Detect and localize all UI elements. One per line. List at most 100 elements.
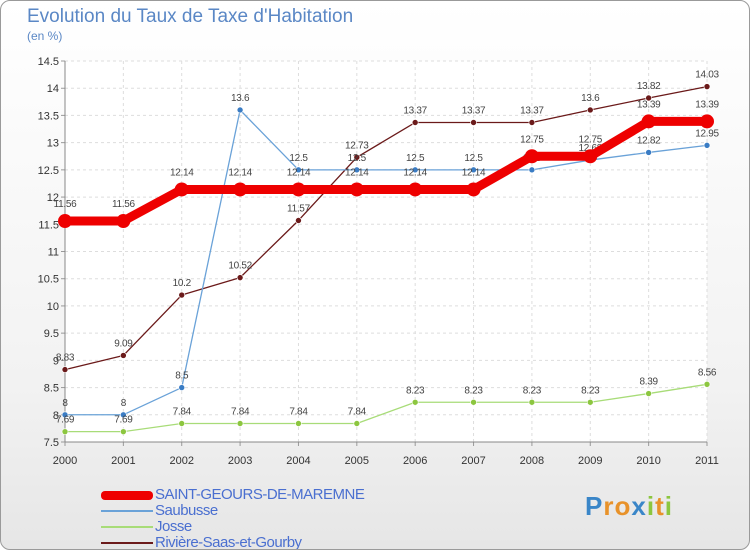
- y-tick-label: 8.5: [44, 383, 59, 395]
- proxiti-logo: Proxiti: [585, 491, 673, 522]
- data-label: 12.73: [345, 140, 369, 151]
- data-point: [178, 384, 186, 391]
- data-point: [353, 166, 361, 174]
- data-label: 12.5: [348, 153, 367, 164]
- data-point: [703, 142, 711, 149]
- y-tick-label: 8: [53, 410, 59, 422]
- data-point: [178, 420, 186, 427]
- data-point: [236, 106, 244, 114]
- series-line: [60, 116, 712, 226]
- data-point: [116, 214, 131, 229]
- legend-swatch: [101, 490, 153, 500]
- data-point: [236, 420, 244, 427]
- data-label: 13.37: [520, 106, 544, 117]
- data-point: [700, 114, 714, 129]
- data-point: [703, 83, 711, 90]
- data-label: 12.68: [579, 143, 603, 154]
- data-label: 12.14: [403, 167, 427, 178]
- data-point: [411, 398, 419, 406]
- data-label: 12.82: [637, 135, 661, 146]
- legend-label: SAINT-GEOURS-DE-MAREMNE: [155, 486, 365, 503]
- data-label: 7.84: [289, 406, 308, 417]
- logo-letter: r: [603, 491, 615, 521]
- data-point: [466, 182, 481, 197]
- data-point: [645, 390, 652, 397]
- y-tick-label: 12.5: [38, 165, 59, 177]
- x-tick-label: 2003: [228, 455, 252, 467]
- data-label: 12.14: [345, 167, 369, 178]
- data-label: 8.39: [640, 377, 659, 388]
- data-point: [645, 149, 652, 156]
- data-label: 7.84: [173, 406, 192, 417]
- data-point: [703, 381, 711, 388]
- data-point: [353, 420, 361, 427]
- data-label: 8.83: [56, 353, 75, 364]
- data-point: [470, 119, 477, 126]
- x-tick-label: 2005: [345, 455, 369, 467]
- data-label: 12.5: [289, 153, 308, 164]
- data-label: 12.5: [406, 153, 425, 164]
- data-point: [178, 291, 186, 299]
- data-point: [408, 182, 423, 197]
- data-point: [411, 166, 419, 174]
- legend-label: Josse: [155, 518, 192, 535]
- data-point: [120, 352, 127, 359]
- series-riviere-saas-et-gourby: 8.83 9.09 10.2 10.52 11.57 12.73 13.37 13.37 13.…: [56, 70, 720, 373]
- y-tick-label: 9: [53, 355, 59, 367]
- data-point: [61, 366, 69, 373]
- chart-subtitle: (en %): [27, 29, 63, 43]
- series-line: [64, 109, 708, 416]
- logo-letter: P: [585, 491, 604, 521]
- data-point: [236, 274, 244, 281]
- data-label: 8.23: [406, 385, 425, 396]
- data-point: [528, 398, 536, 406]
- data-point: [524, 149, 539, 164]
- data-label: 8: [62, 398, 68, 409]
- data-label: 7.84: [231, 406, 250, 417]
- data-label: 8.56: [698, 367, 717, 378]
- y-tick-label: 9.5: [44, 328, 59, 340]
- data-label: 8.5: [175, 371, 189, 382]
- y-tick-label: 14.5: [38, 56, 59, 68]
- series-saint-geours-de-maremne: 11.56 11.56 12.14 12.14 12.14 12.14 12.14 12.14…: [54, 99, 720, 229]
- data-point: [353, 154, 361, 161]
- x-tick-label: 2007: [461, 455, 485, 467]
- x-tick-label: 2001: [111, 455, 135, 467]
- x-tick-label: 2011: [695, 455, 719, 467]
- data-label: 12.5: [464, 153, 483, 164]
- data-label: 7.69: [56, 415, 75, 426]
- data-label: 7.84: [348, 406, 367, 417]
- data-point: [528, 166, 536, 174]
- data-point: [61, 411, 69, 419]
- y-tick-label: 10: [47, 301, 59, 313]
- x-tick-label: 2006: [403, 455, 427, 467]
- data-point: [349, 182, 364, 197]
- data-label: 11.56: [54, 199, 78, 210]
- data-point: [641, 114, 656, 129]
- data-label: 8.23: [581, 385, 600, 396]
- data-label: 13.6: [231, 93, 250, 104]
- data-label: 10.2: [173, 278, 192, 289]
- legend-swatch: [101, 542, 153, 544]
- y-tick-label: 12: [47, 192, 59, 204]
- data-label: 8.23: [464, 385, 483, 396]
- data-label: 12.14: [462, 167, 486, 178]
- data-point: [470, 166, 477, 174]
- data-point: [295, 166, 302, 174]
- x-tick-label: 2008: [520, 455, 544, 467]
- data-label: 9.09: [114, 338, 133, 349]
- data-point: [411, 119, 419, 126]
- legend-label: Rivière-Saas-et-Gourby: [155, 534, 302, 550]
- data-label: 12.75: [520, 134, 544, 145]
- data-label: 13.6: [581, 93, 600, 104]
- data-label: 7.69: [114, 415, 133, 426]
- data-label: 13.39: [637, 99, 661, 110]
- data-point: [291, 182, 306, 197]
- y-tick-label: 10.5: [38, 274, 59, 286]
- x-tick-label: 2004: [286, 455, 310, 467]
- logo-letter: i: [646, 491, 656, 521]
- logo-letter: t: [655, 491, 665, 521]
- data-point: [583, 149, 598, 164]
- data-point: [58, 214, 72, 229]
